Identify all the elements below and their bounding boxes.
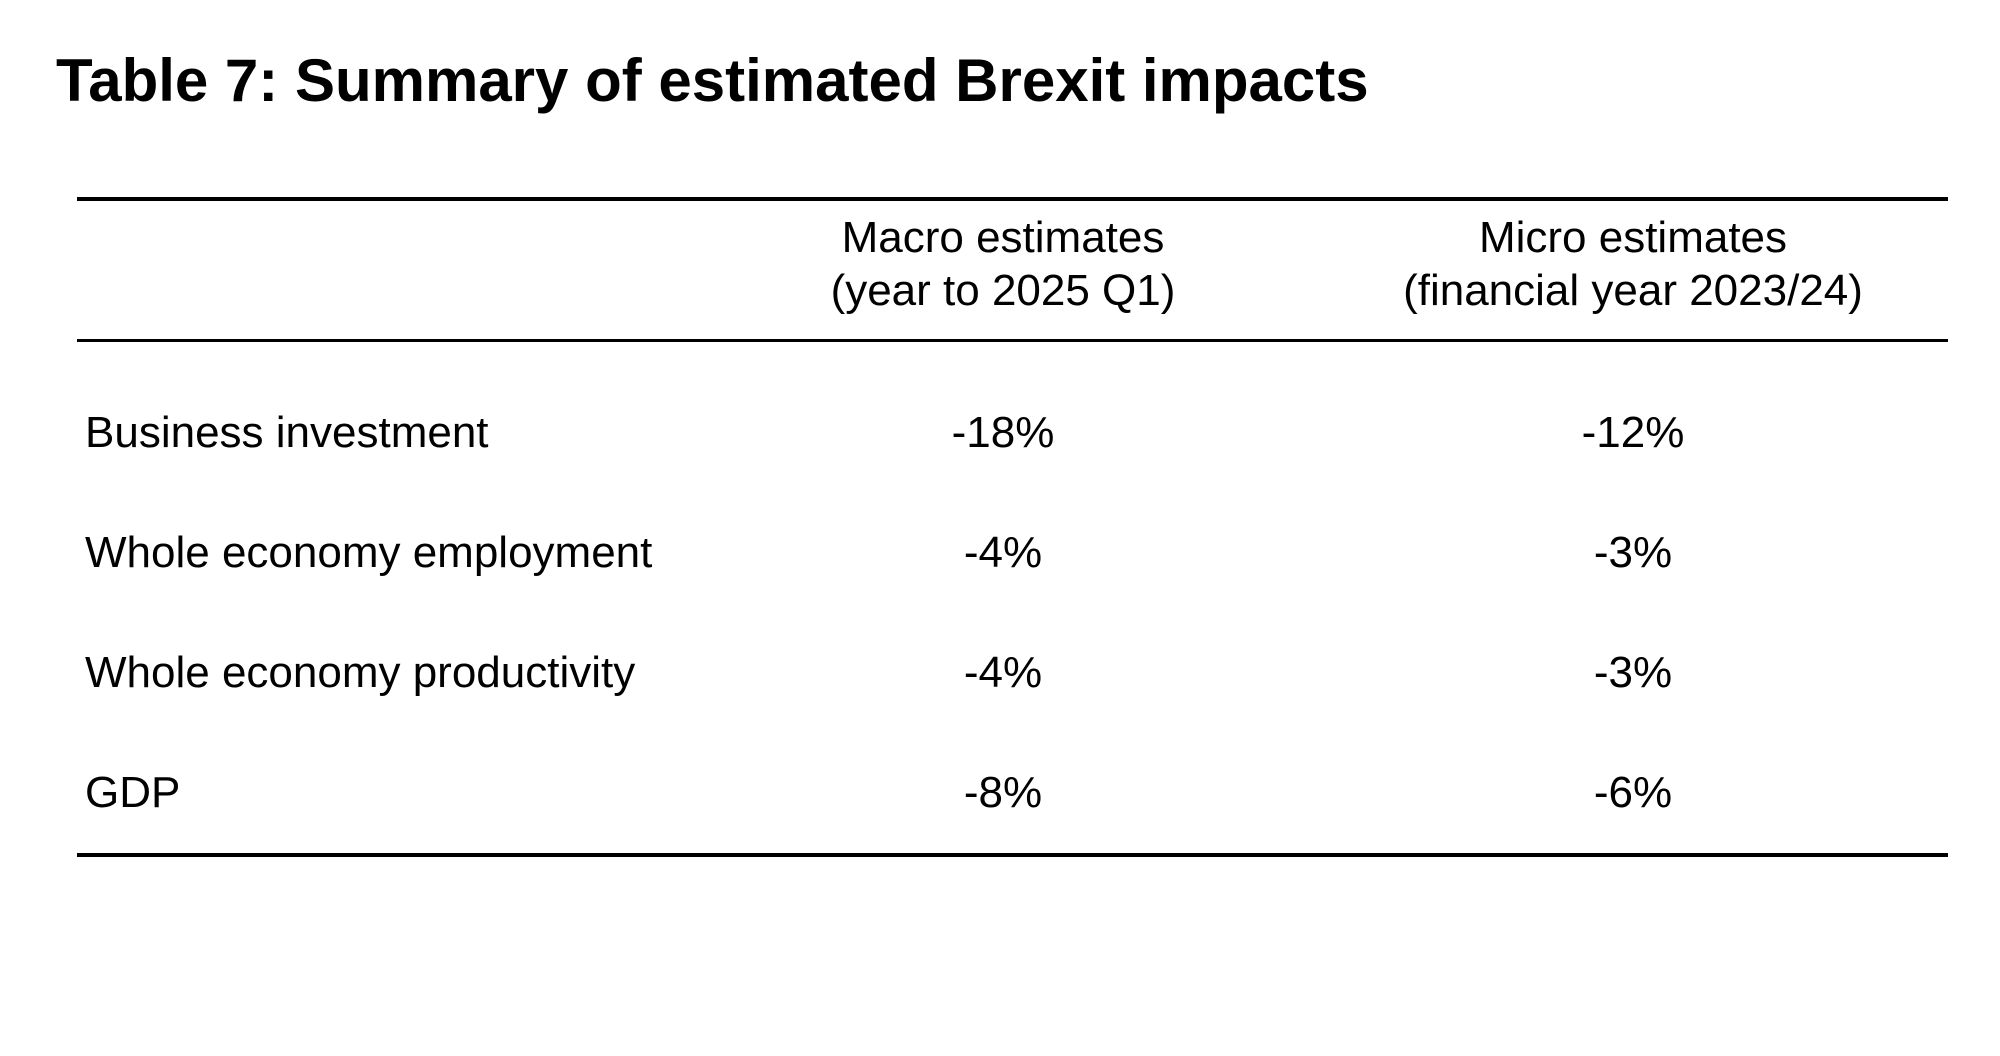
macro-header-line1: Macro estimates	[841, 213, 1165, 262]
row-label: Business investment	[85, 408, 489, 457]
table-body: Business investment -18% -12% Whole econ…	[77, 341, 1948, 855]
table-row: Whole economy productivity -4% -3%	[77, 613, 1948, 733]
macro-header-line2: (year to 2025 Q1)	[830, 266, 1176, 315]
macro-value: -4%	[963, 648, 1043, 697]
column-header-micro: Micro estimates (financial year 2023/24)	[1318, 199, 1948, 341]
row-label: Whole economy productivity	[85, 648, 636, 697]
macro-value: -18%	[951, 408, 1055, 457]
micro-value: -3%	[1593, 648, 1673, 697]
micro-value: -12%	[1581, 408, 1685, 457]
macro-value: -4%	[963, 528, 1043, 577]
brexit-impacts-table: Macro estimates (year to 2025 Q1) Micro …	[77, 197, 1948, 857]
header-row: Macro estimates (year to 2025 Q1) Micro …	[77, 199, 1948, 341]
table-row: Business investment -18% -12%	[77, 341, 1948, 494]
macro-value: -8%	[963, 768, 1043, 817]
micro-value: -6%	[1593, 768, 1673, 817]
micro-header-line1: Micro estimates	[1478, 213, 1788, 262]
table-title: Table 7: Summary of estimated Brexit imp…	[56, 47, 1369, 114]
table-row: Whole economy employment -4% -3%	[77, 493, 1948, 613]
micro-value: -3%	[1593, 528, 1673, 577]
table-row: GDP -8% -6%	[77, 733, 1948, 855]
column-header-macro: Macro estimates (year to 2025 Q1)	[688, 199, 1318, 341]
row-label: GDP	[85, 768, 181, 817]
header-empty-cell	[77, 199, 688, 341]
row-label: Whole economy employment	[85, 528, 653, 577]
micro-header-line2: (financial year 2023/24)	[1403, 266, 1863, 315]
table-header: Macro estimates (year to 2025 Q1) Micro …	[77, 199, 1948, 341]
